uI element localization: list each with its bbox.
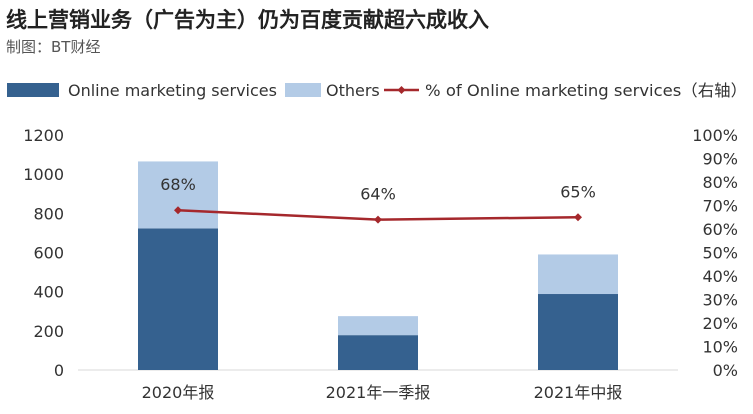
bar-others	[538, 254, 618, 295]
y-right-tick-label: 60%	[702, 220, 738, 239]
bars	[138, 161, 618, 370]
legend-label-percent: % of Online marketing services（右轴）	[425, 81, 747, 100]
bar-online-marketing	[138, 228, 218, 370]
bar-others	[138, 161, 218, 229]
y-left-tick-label: 1000	[23, 165, 64, 184]
percent-point	[574, 213, 582, 222]
bar-online-marketing	[538, 294, 618, 370]
legend-label-others: Others	[326, 81, 380, 100]
y-left-tick-label: 800	[33, 204, 64, 223]
bar-others	[338, 316, 418, 336]
y-left-tick-label: 600	[33, 244, 64, 263]
chart-title: 线上营销业务（广告为主）仍为百度贡献超六成收入	[6, 8, 489, 32]
y-left-tick-label: 0	[54, 361, 64, 380]
y-right-tick-label: 30%	[702, 291, 738, 310]
y-right-tick-label: 0%	[713, 361, 738, 380]
percent-line: 68% 64% 65%	[160, 175, 596, 224]
data-label: 68%	[160, 175, 196, 194]
legend-swatch-online-marketing	[7, 83, 59, 97]
chart-subtitle: 制图：BT财经	[6, 38, 101, 56]
y-right-tick-label: 100%	[692, 126, 738, 145]
y-right-tick-label: 10%	[702, 338, 738, 357]
percent-point	[174, 206, 182, 215]
x-tick-label: 2021年一季报	[326, 383, 431, 402]
percent-point	[374, 215, 382, 224]
y-right-tick-label: 20%	[702, 314, 738, 333]
y-right-tick-label: 50%	[702, 244, 738, 263]
legend-swatch-others	[285, 83, 321, 97]
y-right-tick-label: 80%	[702, 173, 738, 192]
x-tick-label: 2020年报	[142, 383, 215, 402]
axes: 0 200 400 600 800 1000 1200 0% 10% 20% 30% 40% 50% 60…	[23, 126, 738, 402]
y-left-tick-label: 200	[33, 322, 64, 341]
data-label: 65%	[560, 182, 596, 201]
y-left-tick-label: 400	[33, 283, 64, 302]
y-right-tick-label: 70%	[702, 197, 738, 216]
x-tick-label: 2021年中报	[534, 383, 623, 402]
legend-label-online-marketing: Online marketing services	[68, 81, 277, 100]
bar-online-marketing	[338, 335, 418, 370]
y-left-tick-label: 1200	[23, 126, 64, 145]
legend-swatch-percent-marker	[397, 86, 406, 94]
y-right-tick-label: 90%	[702, 150, 738, 169]
y-right-tick-label: 40%	[702, 267, 738, 286]
data-label: 64%	[360, 185, 396, 204]
legend: Online marketing services Others % of Onli…	[7, 81, 747, 100]
